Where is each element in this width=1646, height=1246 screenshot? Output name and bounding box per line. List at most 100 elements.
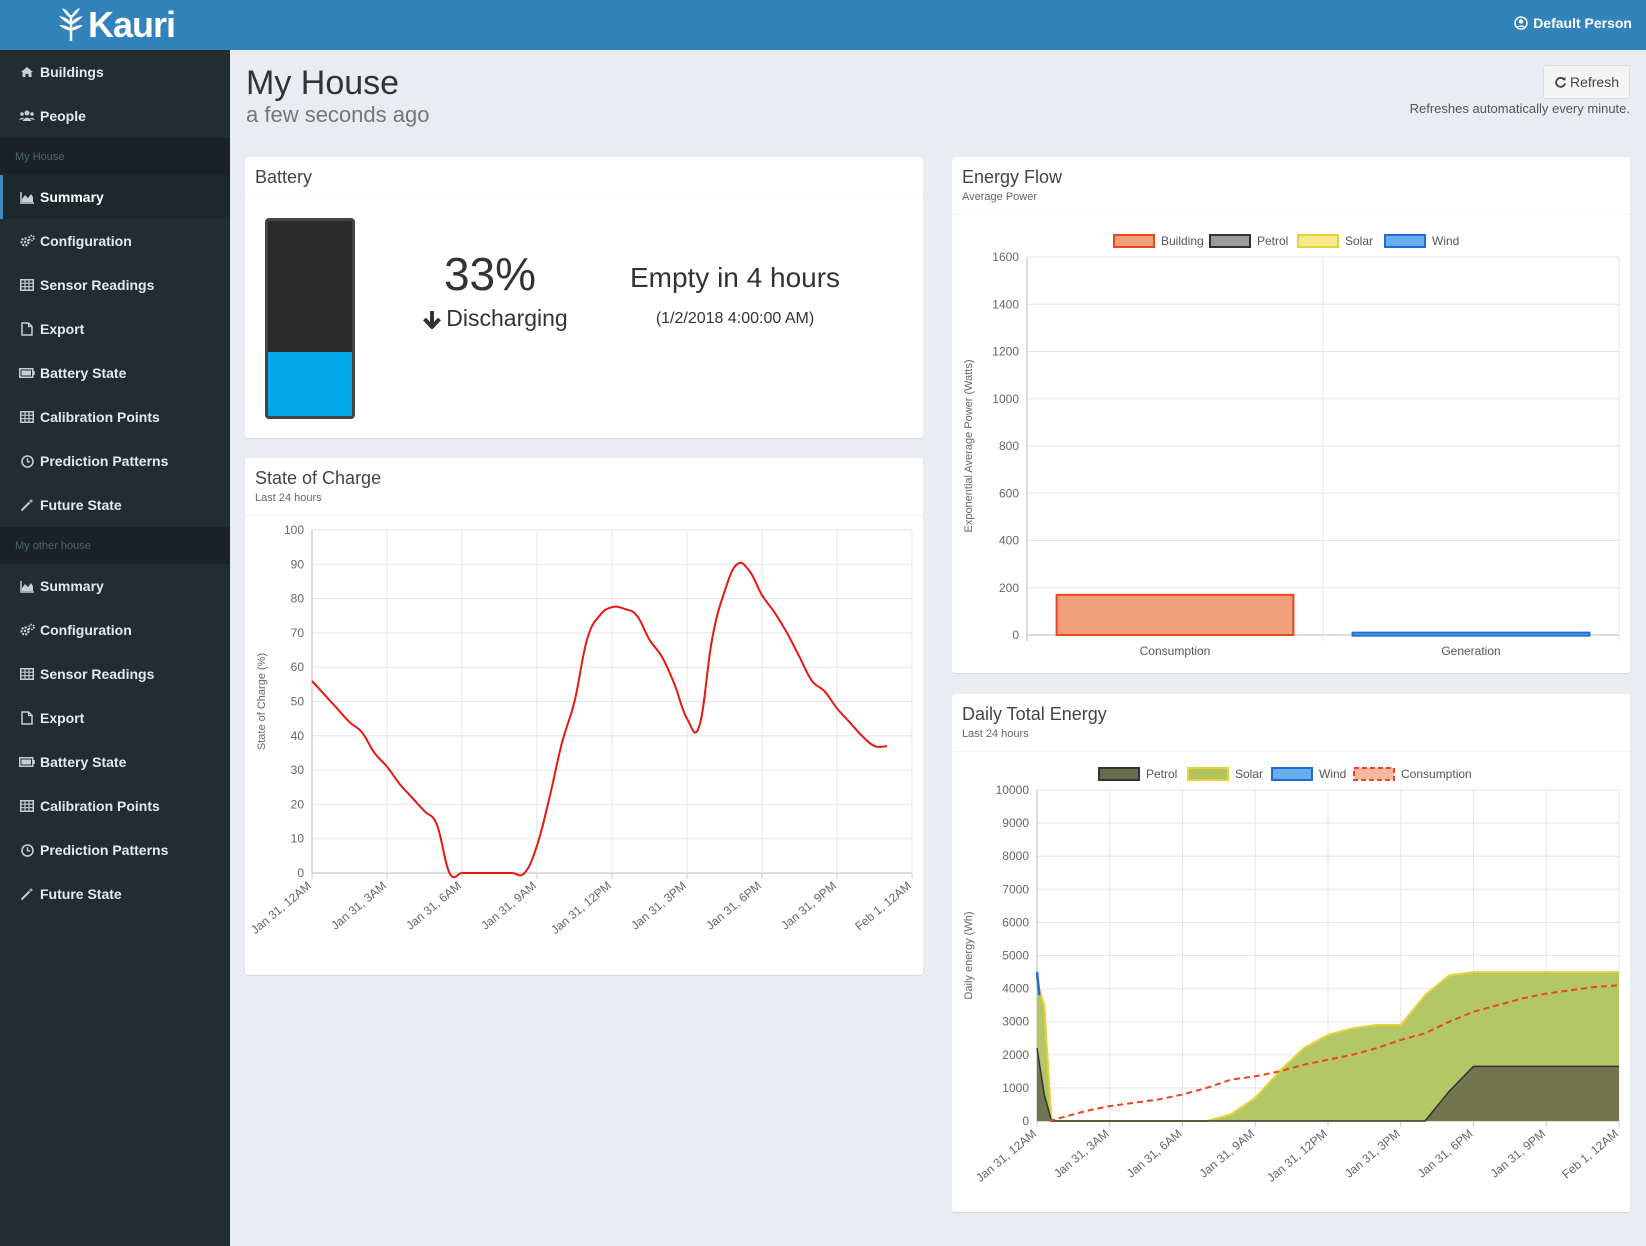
daily-total-energy-subtitle: Last 24 hours xyxy=(962,728,1029,740)
y-tick-label: 5000 xyxy=(1002,949,1029,963)
x-category-label: Consumption xyxy=(1140,644,1211,658)
table-icon xyxy=(18,797,36,815)
bar-building-consumption xyxy=(1055,593,1295,636)
user-menu[interactable]: Default Person xyxy=(1514,15,1632,31)
y-tick-label: 2000 xyxy=(1002,1048,1029,1062)
sidebar-item-label: Configuration xyxy=(40,622,132,638)
sidebar-item-future-state[interactable]: Future State xyxy=(0,483,230,527)
x-tick-label: Jan 31, 9PM xyxy=(1488,1127,1549,1181)
legend-swatch-petrol xyxy=(1098,767,1140,781)
sidebar-item-calibration-points[interactable]: Calibration Points xyxy=(0,395,230,439)
sidebar-item-buildings[interactable]: Buildings xyxy=(0,50,230,94)
energy-flow-chart: Building Petrol Solar Wind 0 200 400 600 800 1000… xyxy=(963,234,1620,658)
y-tick-label: 0 xyxy=(1022,1114,1029,1128)
sidebar-item-summary[interactable]: Summary xyxy=(0,564,230,608)
sidebar-item-label: People xyxy=(40,108,86,124)
y-tick-label: 1000 xyxy=(1002,1081,1029,1095)
y-tick-label: 1200 xyxy=(992,345,1019,359)
clock-icon xyxy=(18,841,36,859)
legend-label-petrol: Petrol xyxy=(1146,767,1177,781)
y-tick-label: 6000 xyxy=(1002,915,1029,929)
sidebar-item-label: Prediction Patterns xyxy=(40,842,169,858)
sidebar-item-people[interactable]: People xyxy=(0,94,230,138)
line-consumption xyxy=(1048,984,1620,1122)
page-subtitle: a few seconds ago xyxy=(246,102,430,127)
sidebar-item-label: Sensor Readings xyxy=(40,666,155,682)
magic-wand-icon xyxy=(18,885,36,903)
sidebar-item-export[interactable]: Export xyxy=(0,696,230,740)
sidebar-item-prediction-patterns[interactable]: Prediction Patterns xyxy=(0,439,230,483)
refresh-note: Refreshes automatically every minute. xyxy=(1409,101,1630,116)
sidebar-item-label: Calibration Points xyxy=(40,409,160,425)
file-icon xyxy=(18,320,36,338)
y-tick-label: 100 xyxy=(284,523,304,537)
y-axis-label: Daily energy (Wh) xyxy=(963,911,975,999)
refresh-button[interactable]: Refresh xyxy=(1543,65,1630,99)
line-wind xyxy=(1035,971,1041,996)
sidebar-item-calibration-points[interactable]: Calibration Points xyxy=(0,784,230,828)
y-tick-label: 30 xyxy=(291,763,305,777)
y-tick-label: 90 xyxy=(291,557,305,571)
refresh-label: Refresh xyxy=(1569,74,1620,90)
area-chart-icon xyxy=(18,188,36,206)
y-tick-label: 20 xyxy=(291,797,305,811)
legend-swatch-solar xyxy=(1297,234,1339,248)
sidebar-item-label: Future State xyxy=(40,497,122,513)
cogs-icon xyxy=(18,232,36,250)
magic-wand-icon xyxy=(18,496,36,514)
legend-label-wind: Wind xyxy=(1319,767,1346,781)
sidebar-item-export[interactable]: Export xyxy=(0,307,230,351)
x-tick-label: Jan 31, 6PM xyxy=(1415,1127,1476,1181)
brand-logo[interactable]: Kauri xyxy=(58,4,176,46)
leaf-icon xyxy=(59,8,83,41)
area-petrol xyxy=(1037,1048,1619,1121)
legend-swatch-wind xyxy=(1384,234,1426,248)
sidebar-item-sensor-readings[interactable]: Sensor Readings xyxy=(0,652,230,696)
x-tick-label: Jan 31, 12PM xyxy=(548,879,614,937)
sidebar-item-summary[interactable]: Summary xyxy=(0,175,230,219)
battery-status: Discharging xyxy=(395,305,595,332)
daily-total-energy-header: Daily Total Energy Last 24 hours xyxy=(952,694,1630,752)
y-tick-label: 60 xyxy=(291,660,305,674)
sidebar-item-label: Sensor Readings xyxy=(40,277,155,293)
series-line-state-of-charge xyxy=(311,561,888,879)
battery-empty-date: (1/2/2018 4:00:00 AM) xyxy=(655,310,815,327)
battery-gauge xyxy=(265,218,355,419)
sidebar: Buildings People My House Summary Configu… xyxy=(0,50,230,1246)
battery-empty-estimate: Empty in 4 hours xyxy=(629,262,841,293)
energy-flow-subtitle: Average Power xyxy=(962,191,1038,203)
x-tick-label: Feb 1, 12AM xyxy=(1559,1127,1621,1182)
brand-name: Kauri xyxy=(88,4,176,45)
sidebar-item-prediction-patterns[interactable]: Prediction Patterns xyxy=(0,828,230,872)
daily-total-energy-chart: Petrol Solar Wind Consumption 0 1000 2000 3000 4… xyxy=(963,767,1621,1185)
daily-total-energy-title: Daily Total Energy xyxy=(962,704,1107,724)
y-tick-label: 0 xyxy=(297,866,304,880)
sidebar-item-future-state[interactable]: Future State xyxy=(0,872,230,916)
y-axis-label: State of Charge (%) xyxy=(256,653,268,750)
sidebar-item-sensor-readings[interactable]: Sensor Readings xyxy=(0,263,230,307)
legend-label-solar: Solar xyxy=(1345,234,1373,248)
sidebar-item-configuration[interactable]: Configuration xyxy=(0,608,230,652)
sidebar-item-configuration[interactable]: Configuration xyxy=(0,219,230,263)
y-tick-label: 9000 xyxy=(1002,816,1029,830)
y-tick-label: 80 xyxy=(291,592,305,606)
state-of-charge-subtitle: Last 24 hours xyxy=(255,492,322,504)
sidebar-item-label: Export xyxy=(40,321,85,337)
cogs-icon xyxy=(18,621,36,639)
sidebar-item-battery-state[interactable]: Battery State xyxy=(0,740,230,784)
page-title: My House xyxy=(246,64,400,102)
legend-swatch-consumption xyxy=(1353,767,1395,781)
legend-swatch-building xyxy=(1113,234,1155,248)
table-icon xyxy=(18,665,36,683)
sidebar-item-battery-state[interactable]: Battery State xyxy=(0,351,230,395)
bar-wind-generation xyxy=(1351,631,1591,637)
table-icon xyxy=(18,408,36,426)
state-of-charge-header: State of Charge Last 24 hours xyxy=(245,458,923,516)
x-tick-label: Jan 31, 3PM xyxy=(628,879,689,933)
x-tick-label: Jan 31, 9AM xyxy=(478,879,539,933)
top-navbar: Kauri Default Person xyxy=(0,0,1646,50)
y-tick-label: 70 xyxy=(291,626,305,640)
x-tick-label: Jan 31, 12AM xyxy=(973,1127,1039,1185)
battery-panel: Battery 33% Discharging Empty in 4 hours… xyxy=(245,157,923,438)
y-tick-label: 800 xyxy=(999,439,1019,453)
